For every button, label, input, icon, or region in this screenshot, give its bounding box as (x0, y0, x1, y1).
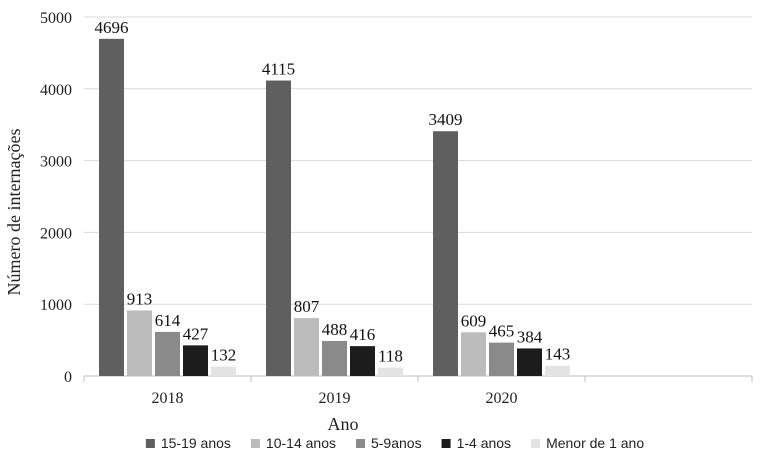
y-tick-label: 0 (64, 369, 72, 386)
data-label: 465 (489, 322, 515, 341)
bar (294, 318, 319, 376)
data-label: 4115 (262, 60, 295, 79)
legend-swatch (250, 439, 260, 448)
x-tick-label: 2019 (319, 390, 351, 407)
y-tick-label: 3000 (40, 154, 72, 171)
legend-item: Menor de 1 ano (531, 435, 644, 451)
bar (322, 340, 347, 376)
x-tick-label: 2020 (486, 390, 518, 407)
data-label: 807 (294, 297, 320, 316)
legend-item: 5-9anos (355, 435, 422, 451)
legend: 15-19 anos 10-14 anos 5-9anos 1-4 anos Menor… (145, 435, 644, 451)
y-tick-label: 5000 (40, 10, 72, 27)
bar (211, 366, 236, 376)
data-label: 609 (461, 311, 487, 330)
y-tick-label: 2000 (40, 225, 72, 242)
legend-item: 10-14 anos (250, 435, 336, 451)
gridlines (83, 16, 753, 382)
legend-label: Menor de 1 ano (546, 435, 644, 451)
data-label: 913 (127, 289, 153, 308)
bar (461, 332, 486, 376)
x-tick-label: 2018 (152, 390, 184, 407)
data-label: 132 (211, 346, 237, 365)
x-axis-ticks: 2018 2019 2020 (152, 390, 518, 407)
legend-swatch (531, 439, 541, 448)
legend-label: 15-19 anos (161, 435, 231, 451)
y-tick-label: 1000 (40, 297, 72, 314)
bar (517, 348, 542, 376)
data-label: 384 (517, 327, 543, 346)
bar (350, 346, 375, 376)
bar (127, 310, 152, 376)
legend-item: 1-4 anos (441, 435, 511, 451)
legend-swatch (355, 439, 365, 448)
legend-label: 5-9anos (371, 435, 422, 451)
legend-label: 1-4 anos (457, 435, 511, 451)
bar (266, 80, 291, 376)
y-tick-label: 4000 (40, 82, 72, 99)
data-label: 614 (155, 311, 181, 330)
legend-label: 10-14 anos (266, 435, 336, 451)
bar (378, 367, 403, 376)
bars (99, 38, 570, 376)
bar (489, 342, 514, 376)
bar (433, 131, 458, 376)
bar (99, 38, 124, 376)
bar (545, 365, 570, 376)
data-label: 118 (378, 347, 403, 366)
legend-item: 15-19 anos (145, 435, 231, 451)
legend-swatch (145, 439, 155, 448)
bar (155, 331, 180, 376)
bar (183, 345, 208, 376)
x-axis-title: Ano (328, 414, 359, 434)
data-label: 427 (183, 324, 209, 343)
data-label: 416 (350, 325, 376, 344)
data-label: 143 (545, 345, 571, 364)
data-label: 488 (322, 320, 348, 339)
y-axis-title: Número de internações (4, 129, 24, 296)
data-label: 4696 (95, 18, 129, 37)
legend-swatch (441, 439, 451, 448)
y-axis-ticks: 0 1000 2000 3000 4000 5000 (40, 10, 72, 386)
data-label: 3409 (429, 110, 463, 129)
